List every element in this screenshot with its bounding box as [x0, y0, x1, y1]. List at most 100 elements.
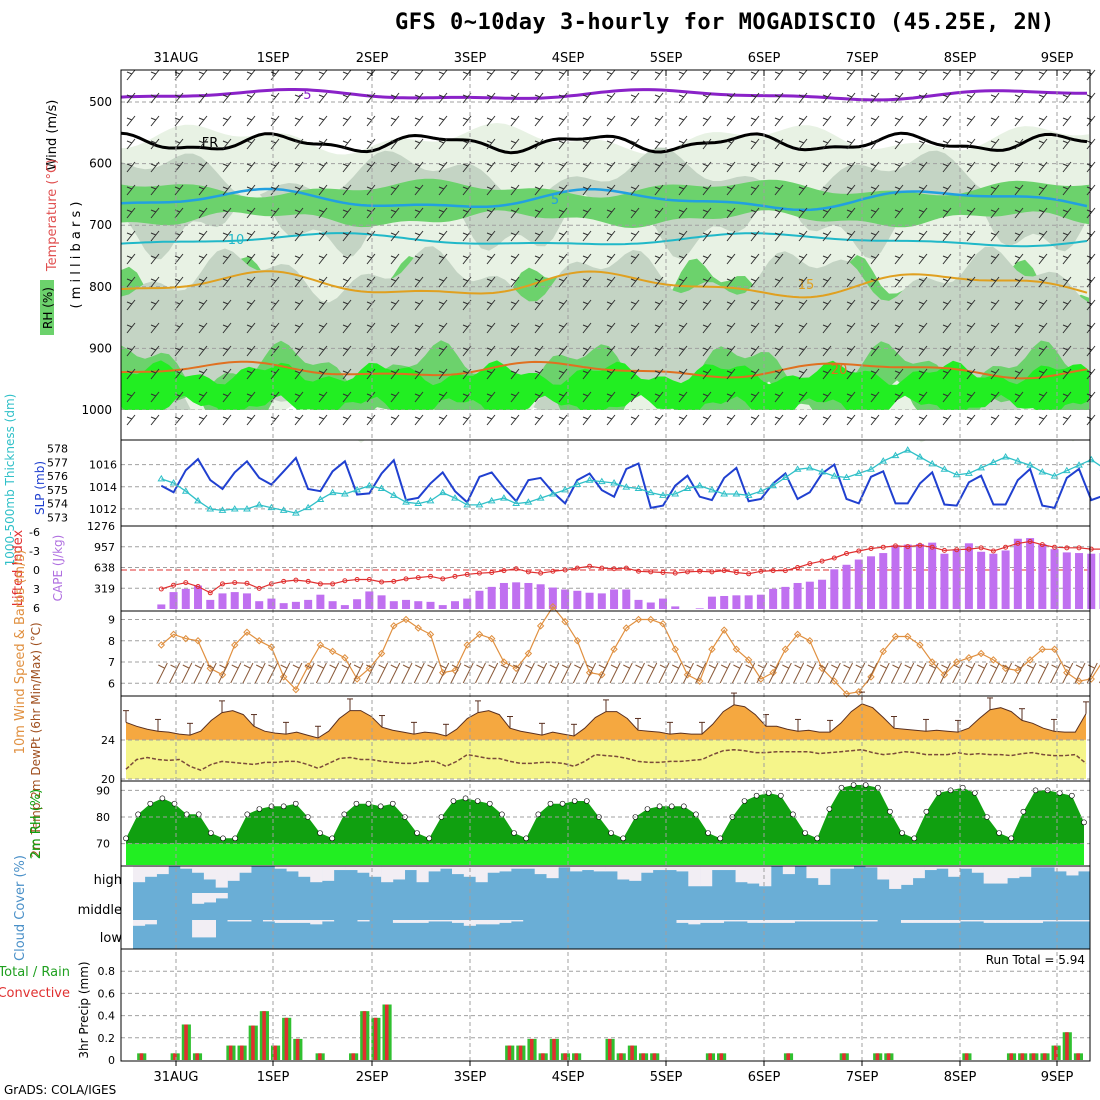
wind-barb	[870, 161, 880, 173]
lifted-index-point	[819, 558, 825, 564]
lifted-index-point	[207, 590, 213, 596]
wind-barb	[342, 184, 352, 196]
cloud-gap	[192, 920, 205, 938]
rh2m-axis-label: 2m RH (%)	[29, 789, 44, 860]
cloud-gap	[806, 866, 819, 879]
cloud-gap	[239, 920, 252, 922]
lifted-index-point	[880, 544, 886, 550]
thickness-point	[157, 474, 166, 482]
lifted-index-point	[244, 580, 250, 586]
cloud-gap	[428, 920, 441, 922]
thickness-point	[793, 465, 802, 472]
wind-barb	[462, 276, 472, 288]
isotherm-10	[120, 232, 1088, 248]
cloud-gap	[924, 866, 937, 871]
cloud-gap	[499, 866, 512, 872]
date-label-top: 4SEP	[552, 51, 585, 66]
wind-barb	[966, 414, 976, 426]
cloud-gap	[298, 866, 311, 877]
wind-barb	[630, 230, 640, 242]
date-label-bottom: 31AUG	[153, 1070, 198, 1085]
wind-barb-10m	[646, 662, 658, 684]
pressure-tick-label: 900	[89, 341, 112, 355]
wind-speed-point	[255, 637, 263, 645]
lifted-index-point	[844, 551, 850, 557]
rh2m-point	[608, 830, 614, 836]
thickness-point	[891, 451, 900, 459]
wind-barb	[966, 184, 976, 196]
wind-barb	[126, 345, 136, 357]
wind-barb	[534, 299, 544, 311]
rh2m-point	[717, 835, 724, 842]
wind-barb-10m	[731, 662, 743, 684]
cape-bar	[1087, 553, 1096, 609]
wind-speed-point	[487, 634, 496, 643]
cloud-gap	[912, 866, 925, 879]
wind-barb	[894, 368, 904, 380]
wind-barb	[774, 345, 784, 357]
wind-barb	[366, 207, 376, 219]
wind-barb	[510, 115, 520, 127]
wind-barb	[294, 414, 304, 426]
wind-barb	[606, 138, 616, 150]
wind-barb	[246, 115, 256, 127]
wind-speed-point	[695, 677, 704, 685]
wind-barb	[606, 391, 616, 403]
thickness-point	[1013, 457, 1022, 464]
wind-barb	[366, 69, 376, 81]
lifted-index-point	[905, 544, 911, 550]
pressure-tick-label: 700	[89, 218, 112, 232]
lifted-index-point	[721, 568, 727, 574]
cloud-gap	[192, 866, 205, 873]
precip-conv-bar	[384, 1004, 389, 1060]
wind-barb	[582, 391, 592, 403]
wind-barb	[678, 368, 688, 380]
wind-barb	[582, 184, 592, 196]
wind-barb	[486, 253, 496, 265]
wind-speed-line	[160, 605, 1100, 695]
cape-bar	[487, 586, 496, 609]
thickness-point	[732, 489, 741, 497]
wind-barb	[222, 414, 232, 426]
cloud-gap	[404, 920, 417, 923]
precip-axis-label: 3hr Precip (mm)	[77, 961, 91, 1058]
wind-barb	[390, 299, 400, 311]
wind-barb	[510, 69, 520, 81]
date-label-bottom: 3SEP	[454, 1070, 487, 1085]
thickness-point	[1001, 452, 1010, 460]
wind-barb	[1062, 322, 1072, 334]
thickness-point	[854, 469, 863, 476]
wind-barb-10m	[438, 662, 450, 684]
wind-barb	[870, 207, 880, 219]
rh2m-point	[1081, 819, 1087, 826]
thickness-point	[414, 499, 423, 507]
cloud-cover-bg	[133, 866, 1090, 949]
rh2m-point	[850, 782, 857, 788]
wind-barb	[798, 299, 808, 311]
lifted-index-point	[611, 566, 617, 572]
lifted-index-point	[1039, 542, 1045, 548]
thickness-point	[438, 488, 447, 496]
rh2m-point	[620, 835, 626, 842]
wind-barb	[870, 138, 880, 150]
wind-barb	[822, 207, 832, 219]
wind-barb	[678, 138, 688, 150]
wind-barb	[750, 161, 760, 173]
wind-barb	[438, 345, 448, 357]
rh-band-green-upper	[121, 178, 1089, 228]
lifted-index-point	[599, 565, 605, 571]
wind-barb-10m	[572, 662, 584, 684]
lifted-index-point	[770, 568, 776, 574]
wind-barb	[798, 184, 808, 196]
wind-barb	[798, 322, 808, 334]
rh2m-point	[256, 806, 263, 812]
wind-barb	[774, 115, 784, 127]
cape-bar	[842, 564, 851, 609]
wind-barb	[198, 391, 208, 403]
wind-barb	[1014, 299, 1024, 311]
wind-barb	[1038, 345, 1048, 357]
wind-barb-10m	[266, 662, 278, 684]
precip-conv-bar	[786, 1053, 790, 1060]
wind-barb	[966, 276, 976, 288]
wind-barb	[726, 230, 736, 242]
